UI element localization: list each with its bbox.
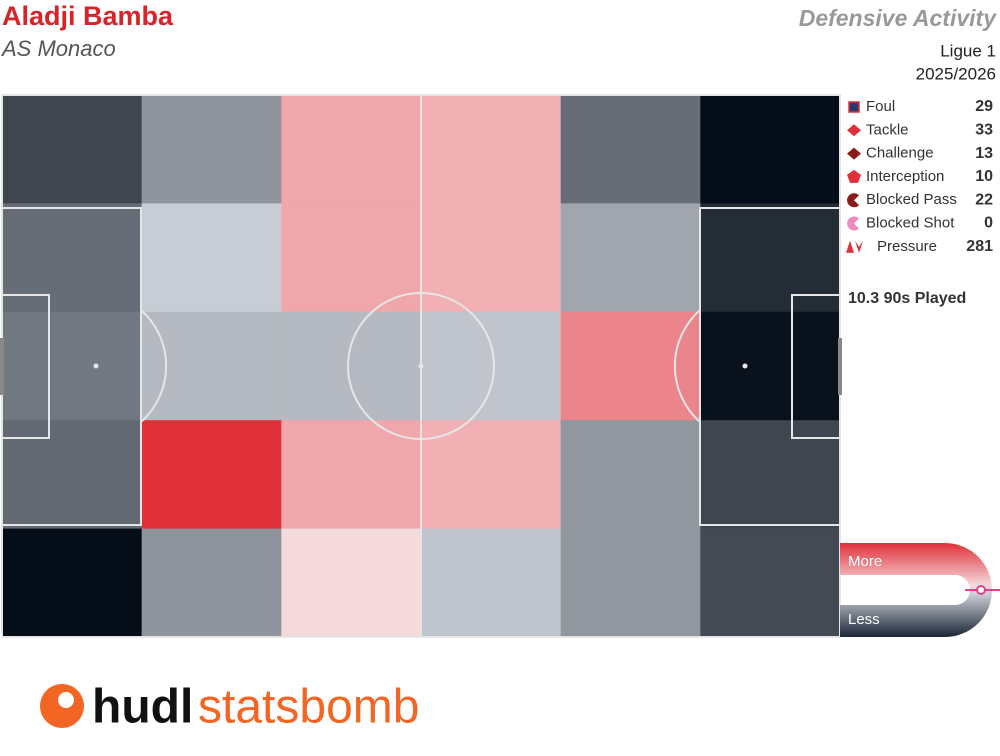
center-spot xyxy=(418,363,424,369)
color-scale xyxy=(840,543,992,637)
legend-icon xyxy=(847,124,861,137)
heat-cell xyxy=(560,311,701,421)
brand-statsbomb: statsbomb xyxy=(198,681,419,734)
player-name: Aladji Bamba xyxy=(2,1,174,31)
heat-cell xyxy=(141,311,282,421)
heat-cell xyxy=(281,311,422,421)
goal xyxy=(838,338,842,395)
legend-label: Foul xyxy=(866,98,895,115)
heat-cell xyxy=(700,528,841,638)
goal xyxy=(0,338,4,395)
legend-label: Blocked Shot xyxy=(866,214,955,231)
legend-label: Blocked Pass xyxy=(866,191,957,208)
heat-cell xyxy=(2,420,143,530)
competition: Ligue 1 xyxy=(940,41,996,60)
heat-cell xyxy=(2,95,143,204)
heat-cell xyxy=(560,95,701,204)
logo: hudl statsbomb xyxy=(40,681,419,734)
legend-count: 29 xyxy=(975,98,993,115)
legend-count: 0 xyxy=(984,215,993,232)
heat-cell xyxy=(421,311,562,421)
penalty-spot xyxy=(93,363,99,369)
heat-cell xyxy=(421,528,562,638)
heat-cell xyxy=(141,95,282,204)
heat-cell xyxy=(281,95,422,204)
legend-count: 10 xyxy=(975,168,993,185)
team-name: AS Monaco xyxy=(0,36,116,61)
heat-cell xyxy=(421,420,562,530)
legend-label: Interception xyxy=(866,168,944,185)
legend-icon xyxy=(847,193,859,208)
scale-pointer xyxy=(976,585,986,595)
legend-label: Challenge xyxy=(866,145,934,162)
legend-count: 33 xyxy=(975,122,993,139)
legend-count: 22 xyxy=(975,191,993,208)
legend-count: 281 xyxy=(966,238,993,255)
heat-cell xyxy=(700,420,841,530)
heat-cell xyxy=(700,95,841,204)
legend-icon xyxy=(847,169,861,183)
legend-label: Tackle xyxy=(866,121,909,138)
played: 10.3 90s Played xyxy=(848,290,966,307)
heat-cell xyxy=(421,203,562,313)
heat-cell xyxy=(281,420,422,530)
brand-hudl: hudl xyxy=(92,681,193,734)
heat-cell xyxy=(281,203,422,313)
heat-cell xyxy=(141,420,282,530)
heat-cell xyxy=(700,311,841,421)
scale-high: More xyxy=(848,553,882,570)
heat-cell xyxy=(281,528,422,638)
season: 2025/2026 xyxy=(916,64,996,83)
legend-icon xyxy=(847,147,861,160)
legend-icon xyxy=(847,216,859,231)
heat-cell xyxy=(141,203,282,313)
legend-label: Pressure xyxy=(877,238,937,255)
heat-cell xyxy=(2,528,143,638)
legend-count: 13 xyxy=(975,145,993,162)
heat-cell xyxy=(560,420,701,530)
legend-icon xyxy=(848,101,860,113)
legend-icon xyxy=(846,240,863,253)
heat-cell xyxy=(560,203,701,313)
heat-cell xyxy=(2,311,143,421)
penalty-spot xyxy=(742,363,748,369)
heading: Defensive Activity xyxy=(799,5,997,31)
scale-low: Less xyxy=(848,611,880,628)
heat-cell xyxy=(560,528,701,638)
heat-cell xyxy=(141,528,282,638)
heat-cell xyxy=(421,95,562,204)
